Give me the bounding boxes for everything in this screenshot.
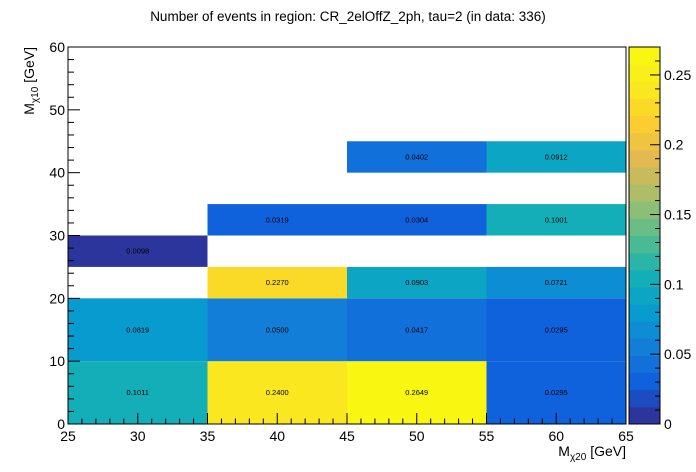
- cell-label: 0.1011: [127, 388, 149, 397]
- heatmap-cell: [347, 298, 487, 362]
- heatmap-cell: [207, 204, 347, 236]
- colorbar-swatch: [629, 166, 660, 185]
- x-tick-label: 50: [409, 428, 425, 444]
- colorbar-swatch: [629, 115, 660, 134]
- heatmap-cell-labels: 0.1011 0.2400 0.2649 0.0295 0.0819 0.0500 0.04…: [126, 152, 567, 397]
- cell-label: 0.0319: [266, 215, 289, 224]
- colorbar-swatch: [629, 252, 660, 271]
- cell-label: 0.0295: [545, 388, 568, 397]
- y-tick-label: 60: [49, 39, 65, 55]
- heatmap-cell: [486, 298, 626, 362]
- x-axis-label: Mχ20 [GeV]: [558, 443, 626, 463]
- colorbar-swatch: [629, 47, 660, 65]
- x-tick-label: 35: [200, 428, 216, 444]
- cell-label: 0.0295: [545, 325, 568, 334]
- heatmap-cell: [486, 141, 626, 173]
- colorbar-swatch: [629, 372, 660, 391]
- y-axis-label-sub: χ10: [30, 86, 41, 103]
- chart-title: Number of events in region: CR_2elOffZ_2…: [150, 9, 546, 24]
- cell-label: 0.0098: [126, 247, 149, 256]
- colorbar-swatch: [629, 406, 660, 425]
- colorbar-tick-label: 0.25: [664, 67, 691, 83]
- y-tick-label: 20: [49, 290, 65, 306]
- heatmap-cells: [68, 141, 626, 424]
- x-axis-label-sub: χ20: [570, 452, 587, 463]
- cell-label: 0.0417: [405, 325, 428, 334]
- colorbar-swatch: [629, 321, 660, 339]
- cell-label: 0.2270: [266, 278, 289, 287]
- heatmap-cell: [207, 298, 347, 362]
- cell-label: 0.0819: [126, 325, 149, 334]
- y-tick-label: 0: [57, 416, 65, 432]
- cell-label: 0.2649: [405, 388, 428, 397]
- colorbar-swatch: [629, 132, 660, 151]
- y-axis-label-base: M: [21, 103, 37, 115]
- x-tick-label: 65: [618, 428, 634, 444]
- x-tick-label: 45: [339, 428, 355, 444]
- colorbar-swatch: [629, 98, 660, 117]
- heatmap-cell: [347, 266, 487, 299]
- cell-label: 0.1001: [545, 215, 568, 224]
- colorbar: 0 0.05 0.1 0.15 0.2 0.25: [628, 46, 691, 432]
- x-tick-label: 55: [479, 428, 495, 444]
- y-tick-label: 10: [49, 353, 65, 369]
- colorbar-frame: [628, 46, 661, 425]
- cell-label: 0.0912: [545, 152, 568, 161]
- colorbar-swatch: [629, 64, 660, 82]
- colorbar-swatch: [629, 149, 660, 168]
- cell-label: 0.0304: [405, 215, 428, 224]
- colorbar-tick-label: 0.2: [664, 137, 684, 153]
- heatmap-cell: [68, 298, 208, 362]
- cell-label: 0.0903: [405, 278, 428, 287]
- colorbar-swatch: [629, 269, 660, 288]
- colorbar-swatch: [629, 218, 660, 236]
- cell-label: 0.0402: [405, 152, 428, 161]
- cell-label: 0.2400: [266, 388, 289, 397]
- y-tick-label: 40: [49, 165, 65, 181]
- cell-label: 0.0500: [266, 325, 289, 334]
- colorbar-swatch: [629, 355, 660, 374]
- y-axis-label-unit: [GeV]: [21, 47, 37, 87]
- cell-label: 0.0721: [545, 278, 568, 287]
- y-tick-label: 30: [49, 228, 65, 244]
- colorbar-swatch: [629, 235, 660, 254]
- colorbar-tick-label: 0: [664, 416, 672, 432]
- colorbar-swatch: [629, 338, 660, 356]
- heatmap-cell: [486, 204, 626, 236]
- colorbar-swatch: [629, 81, 660, 99]
- heatmap-cell: [347, 204, 487, 236]
- x-axis-label-base: M: [558, 443, 570, 459]
- colorbar-tick-label: 0.05: [664, 346, 691, 362]
- colorbar-tick-label: 0.1: [664, 276, 684, 292]
- x-tick-label: 30: [130, 428, 146, 444]
- colorbar-swatch: [629, 304, 660, 322]
- x-tick-label: 60: [548, 428, 564, 444]
- heatmap-cell: [347, 141, 487, 173]
- heatmap-cell: [68, 235, 208, 267]
- colorbar-swatch: [629, 286, 660, 305]
- heatmap-cell: [207, 266, 347, 299]
- heatmap-cell: [486, 266, 626, 299]
- colorbar-tick-label: 0.15: [664, 207, 691, 223]
- x-tick-label: 40: [269, 428, 285, 444]
- y-axis-label: Mχ10 [GeV]: [21, 47, 41, 115]
- colorbar-swatch: [629, 201, 660, 219]
- colorbar-swatch: [629, 184, 660, 202]
- y-tick-label: 50: [49, 102, 65, 118]
- colorbar-swatch: [629, 389, 660, 408]
- x-axis-label-unit: [GeV]: [586, 443, 626, 459]
- x-tick-label: 25: [60, 428, 76, 444]
